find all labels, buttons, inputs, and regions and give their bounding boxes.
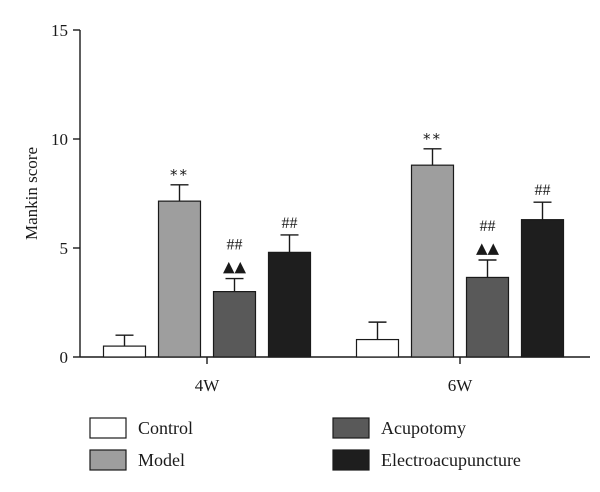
bar: [520, 219, 565, 358]
annotation-label: ##: [282, 215, 298, 232]
legend-swatch: [89, 417, 127, 439]
bar: [267, 251, 312, 358]
bar: [410, 164, 455, 358]
legend-swatch: [332, 417, 370, 439]
bars: ** ## ▲▲ ## ** ## ▲▲ ##: [102, 130, 565, 358]
axes: [73, 29, 590, 364]
legend-label: Model: [138, 450, 185, 470]
y-tick-label: 10: [51, 130, 68, 149]
y-tick-label: 5: [60, 239, 69, 258]
annotation-label: ##: [227, 237, 243, 254]
annotation-label: **: [423, 130, 442, 148]
annotation-label: ▲▲: [476, 239, 500, 257]
legend-swatch: [332, 449, 370, 471]
y-tick-label: 15: [51, 21, 68, 40]
bar: [102, 345, 147, 358]
annotation-label: ▲▲: [223, 258, 247, 276]
y-axis-title: Mankin score: [22, 147, 41, 240]
bar: [355, 338, 400, 358]
bar: [157, 200, 202, 358]
legend-label: Acupotomy: [381, 418, 466, 438]
x-tick-label: 4W: [195, 376, 221, 395]
bar: [212, 291, 257, 358]
tick-labels: 0 5 10 15 Mankin score 4W 6W: [22, 21, 473, 395]
legend-swatch: [89, 449, 127, 471]
annotation-label: **: [170, 166, 189, 184]
legend: Control Model Acupotomy Electroacupuncture: [89, 417, 521, 471]
y-tick-label: 0: [60, 348, 69, 367]
annotation-label: ##: [480, 218, 496, 235]
x-tick-label: 6W: [448, 376, 474, 395]
legend-label: Electroacupuncture: [381, 450, 521, 470]
annotation-label: ##: [535, 182, 551, 199]
bar: [465, 276, 510, 358]
legend-label: Control: [138, 418, 193, 438]
